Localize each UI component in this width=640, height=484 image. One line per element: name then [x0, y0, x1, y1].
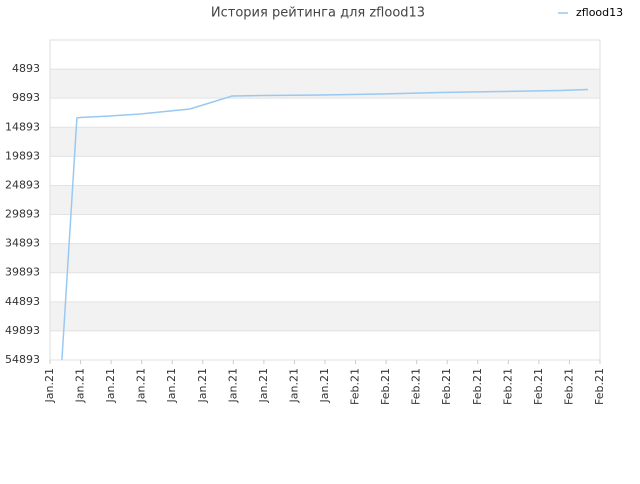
y-tick-label: 54893: [5, 353, 40, 366]
y-tick-label: 34893: [5, 237, 40, 250]
x-tick-label: Jan.21: [104, 368, 117, 403]
y-tick-label: 49893: [5, 324, 40, 337]
plot-band: [50, 156, 600, 186]
x-tick-label: Jan.21: [318, 368, 331, 403]
plot-band: [50, 98, 600, 128]
x-tick-label: Feb.21: [410, 368, 423, 405]
plot-band: [50, 330, 600, 360]
plot-band: [50, 127, 600, 157]
plot-band: [50, 40, 600, 70]
plot-band: [50, 243, 600, 273]
y-tick-label: 29893: [5, 208, 40, 221]
y-tick-label: 24893: [5, 178, 40, 191]
x-tick-label: Feb.21: [593, 368, 606, 405]
y-tick-label: 19893: [5, 149, 40, 162]
x-tick-label: Jan.21: [196, 368, 209, 403]
y-tick-label: 44893: [5, 295, 40, 308]
plot-band: [50, 69, 600, 99]
x-tick-label: Feb.21: [501, 368, 514, 405]
x-tick-label: Feb.21: [379, 368, 392, 405]
x-tick-label: Jan.21: [287, 368, 300, 403]
y-tick-label: 14893: [5, 120, 40, 133]
x-tick-label: Feb.21: [440, 368, 453, 405]
x-tick-label: Feb.21: [349, 368, 362, 405]
x-tick-label: Jan.21: [74, 368, 87, 403]
y-tick-label: 9893: [12, 91, 40, 104]
x-tick-label: Jan.21: [43, 368, 56, 403]
x-tick-label: Jan.21: [257, 368, 270, 403]
x-tick-label: Jan.21: [135, 368, 148, 403]
plot-band: [50, 214, 600, 244]
x-tick-label: Feb.21: [471, 368, 484, 405]
legend-label: zflood13: [576, 6, 623, 19]
y-tick-label: 4893: [12, 62, 40, 75]
chart-title: История рейтинга для zflood13: [211, 6, 425, 21]
plot-band: [50, 272, 600, 302]
plot-band: [50, 185, 600, 215]
x-tick-label: Feb.21: [562, 368, 575, 405]
x-tick-label: Jan.21: [165, 368, 178, 403]
x-tick-label: Feb.21: [532, 368, 545, 405]
y-tick-label: 39893: [5, 266, 40, 279]
series-line: [61, 88, 589, 361]
plot-band: [50, 301, 600, 331]
x-tick-label: Jan.21: [226, 368, 239, 403]
